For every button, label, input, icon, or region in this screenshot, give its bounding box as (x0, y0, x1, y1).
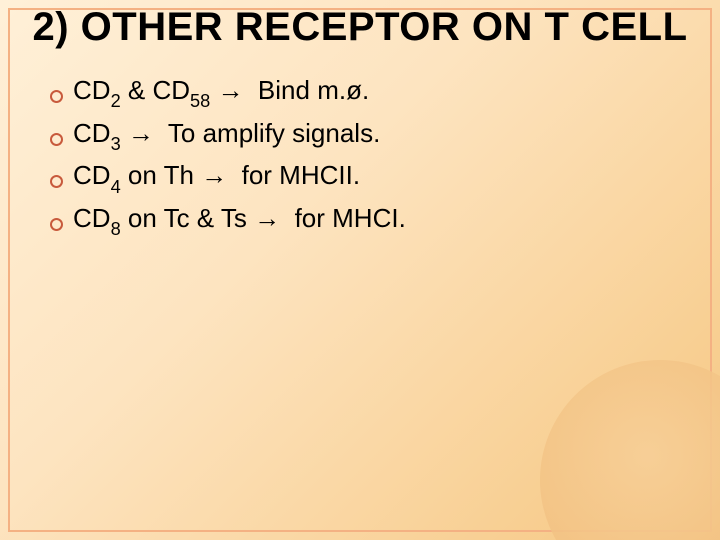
bullet-text: CD2 & CD58 → Bind m.ø. (73, 72, 369, 113)
bullet-item: CD8 on Tc & Ts → for MHCI. (50, 200, 704, 241)
bullet-list: CD2 & CD58 → Bind m.ø.CD3 → To amplify s… (16, 72, 704, 241)
bullet-item: CD4 on Th → for MHCII. (50, 157, 704, 198)
bullet-text: CD3 → To amplify signals. (73, 115, 380, 156)
bullet-icon (50, 218, 63, 231)
bullet-item: CD2 & CD58 → Bind m.ø. (50, 72, 704, 113)
slide: 2) OTHER RECEPTOR ON T CELL CD2 & CD58 →… (0, 0, 720, 540)
bullet-icon (50, 133, 63, 146)
bullet-icon (50, 90, 63, 103)
bullet-item: CD3 → To amplify signals. (50, 115, 704, 156)
bullet-icon (50, 175, 63, 188)
bullet-text: CD4 on Th → for MHCII. (73, 157, 360, 198)
bullet-text: CD8 on Tc & Ts → for MHCI. (73, 200, 406, 241)
corner-decoration (540, 360, 720, 540)
slide-title: 2) OTHER RECEPTOR ON T CELL (16, 0, 704, 48)
